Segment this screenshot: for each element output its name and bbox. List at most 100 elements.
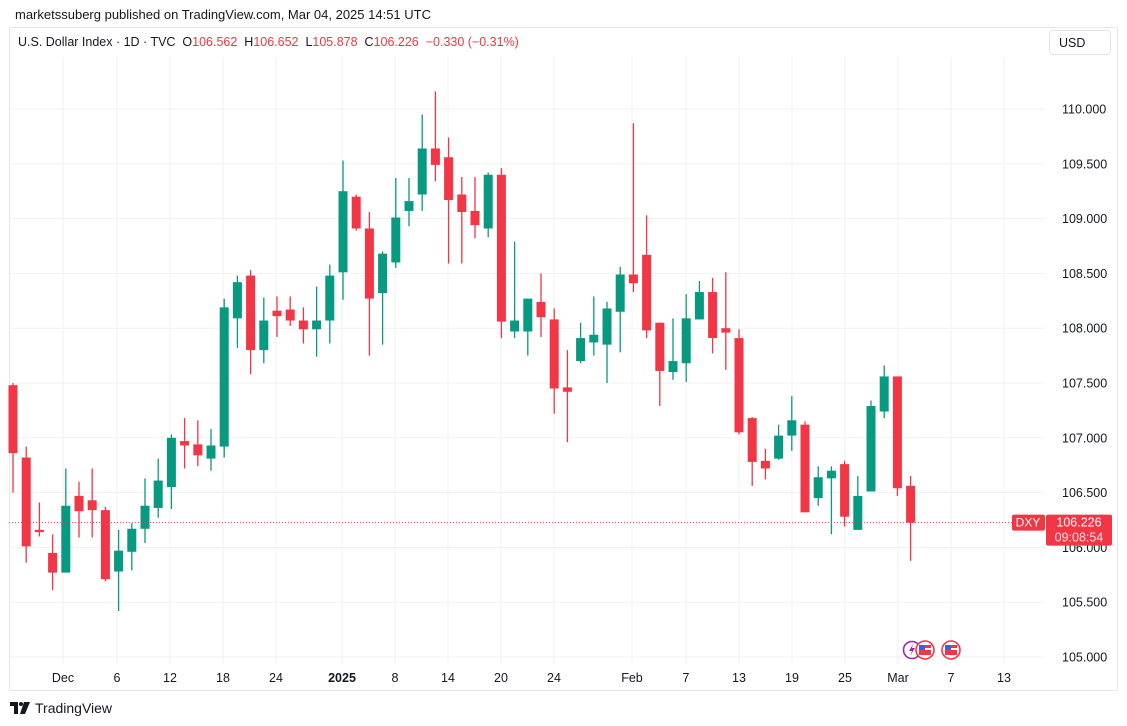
- price-tick: 110.000: [1062, 103, 1106, 117]
- candle-body: [180, 441, 190, 446]
- candle-up[interactable]: [879, 365, 889, 419]
- candle-up[interactable]: [813, 466, 823, 506]
- candle-down[interactable]: [246, 270, 256, 375]
- candle-up[interactable]: [576, 322, 586, 364]
- candle-up[interactable]: [681, 294, 691, 382]
- candle-body: [760, 460, 770, 469]
- candle-body: [48, 552, 58, 573]
- candle-up[interactable]: [114, 529, 124, 611]
- candle-up[interactable]: [166, 434, 176, 510]
- candle-up[interactable]: [219, 298, 229, 458]
- candle-down[interactable]: [906, 475, 916, 561]
- candle-up[interactable]: [694, 281, 704, 320]
- candle-down[interactable]: [444, 137, 454, 264]
- price-tick: 109.000: [1062, 212, 1107, 226]
- candle-body: [483, 174, 493, 229]
- time-tick: Mar: [887, 671, 909, 685]
- footer-logo[interactable]: TradingView: [10, 700, 112, 716]
- candle-down[interactable]: [892, 376, 902, 496]
- candle-down[interactable]: [430, 91, 440, 182]
- candle-down[interactable]: [562, 350, 572, 443]
- change-value: −0.330 (−0.31%): [425, 35, 519, 49]
- grid: [10, 57, 1045, 664]
- candle-up[interactable]: [378, 251, 388, 345]
- candle-body: [351, 196, 361, 229]
- candle-up[interactable]: [510, 241, 520, 339]
- candle-down[interactable]: [285, 296, 295, 327]
- candle-up[interactable]: [259, 297, 269, 364]
- candle-down[interactable]: [721, 272, 731, 370]
- candle-down[interactable]: [536, 273, 546, 337]
- candle-down[interactable]: [298, 307, 308, 344]
- candle-down[interactable]: [470, 176, 480, 239]
- candle-down[interactable]: [180, 418, 190, 469]
- us-flag-event-icon[interactable]: [915, 640, 935, 660]
- candle-up[interactable]: [325, 264, 335, 344]
- candle-up[interactable]: [140, 478, 150, 544]
- candle-down[interactable]: [628, 123, 638, 293]
- candle-body: [892, 376, 902, 489]
- candle-body: [496, 174, 506, 322]
- candle-down[interactable]: [48, 534, 58, 591]
- candle-down[interactable]: [364, 212, 374, 356]
- candle-up[interactable]: [338, 160, 348, 300]
- candle-body: [708, 292, 718, 339]
- candle-up[interactable]: [483, 172, 493, 238]
- candle-up[interactable]: [866, 400, 876, 492]
- candle-down[interactable]: [708, 277, 718, 354]
- candle-down[interactable]: [747, 416, 757, 487]
- candle-up[interactable]: [774, 424, 784, 460]
- candle-up[interactable]: [589, 296, 599, 356]
- candle-up[interactable]: [523, 298, 533, 356]
- candle-down[interactable]: [642, 215, 652, 339]
- candle-up[interactable]: [206, 429, 216, 471]
- candle-down[interactable]: [760, 448, 770, 480]
- candle-down[interactable]: [734, 329, 744, 435]
- candle-down[interactable]: [34, 502, 44, 537]
- candle-body: [602, 308, 612, 345]
- candle-down[interactable]: [193, 420, 203, 467]
- candle-body: [813, 477, 823, 499]
- candle-up[interactable]: [853, 476, 863, 530]
- time-tick: Dec: [52, 671, 74, 685]
- candle-up[interactable]: [668, 318, 678, 380]
- candle-down[interactable]: [21, 446, 31, 563]
- candle-down[interactable]: [549, 308, 559, 414]
- candle-body: [259, 320, 269, 351]
- candle-down[interactable]: [8, 383, 18, 493]
- candle-body: [562, 387, 572, 392]
- price-tick: 106.500: [1062, 486, 1107, 500]
- candle-up[interactable]: [417, 114, 427, 211]
- candle-down[interactable]: [100, 506, 110, 582]
- candle-up[interactable]: [602, 301, 612, 383]
- candle-body: [325, 275, 335, 321]
- currency-button[interactable]: USD: [1049, 30, 1111, 55]
- candle-up[interactable]: [787, 396, 797, 451]
- candle-body: [391, 217, 401, 263]
- candle-body: [549, 319, 559, 389]
- candle-body: [61, 505, 71, 573]
- candle-up[interactable]: [312, 286, 322, 357]
- candle-down[interactable]: [800, 421, 810, 513]
- price-tick: 107.000: [1062, 431, 1107, 445]
- candle-up[interactable]: [391, 178, 401, 268]
- candle-down[interactable]: [457, 176, 467, 264]
- candle-body: [74, 495, 84, 512]
- candle-up[interactable]: [127, 523, 137, 571]
- candle-down[interactable]: [87, 468, 97, 538]
- candle-up[interactable]: [404, 178, 414, 227]
- candle-down[interactable]: [840, 460, 850, 527]
- candle-down[interactable]: [351, 194, 361, 231]
- candle-up[interactable]: [61, 468, 71, 573]
- candle-down[interactable]: [74, 481, 84, 538]
- candle-down[interactable]: [272, 296, 282, 337]
- us-flag-event-icon[interactable]: [941, 640, 961, 660]
- candle-up[interactable]: [826, 466, 836, 535]
- candle-down[interactable]: [655, 322, 665, 407]
- candle-up[interactable]: [153, 458, 163, 518]
- candle-up[interactable]: [232, 275, 242, 348]
- candle-up[interactable]: [615, 266, 625, 353]
- candle-body: [470, 210, 480, 226]
- candle-down[interactable]: [496, 168, 506, 339]
